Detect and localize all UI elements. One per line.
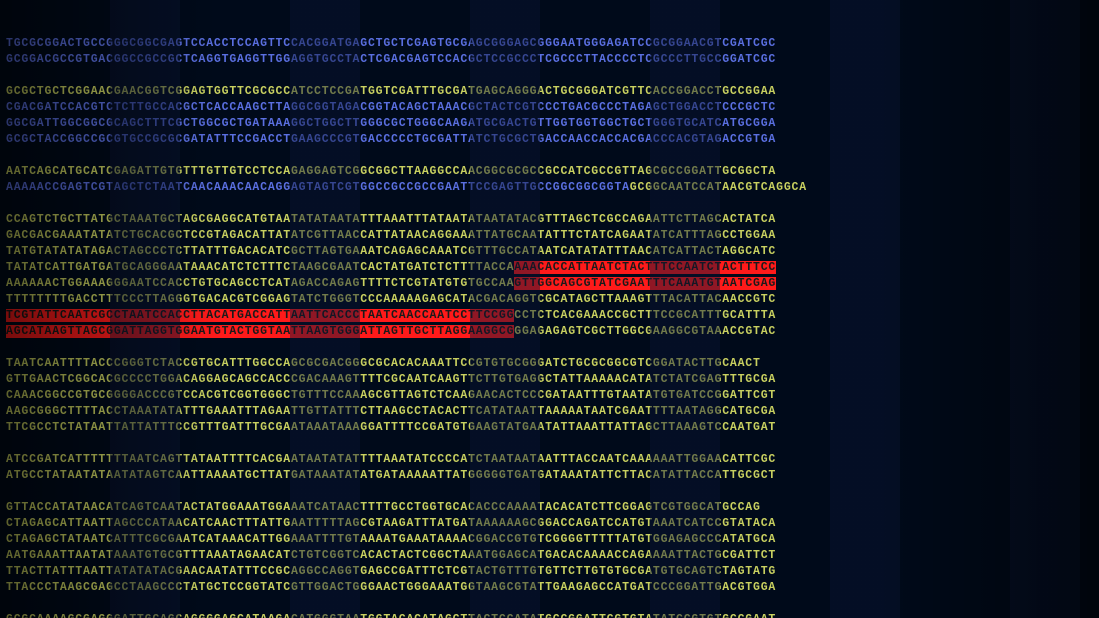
sequence-segment: CCTCTCACGAAACCGCTTTCCGCATTTGCATTTA bbox=[514, 309, 776, 322]
sequence-segment: AATCAGCATGCATCGAGATTGTGTTTGTTGTCCTCCAGAG… bbox=[6, 165, 776, 178]
sequence-segment: GCGCAAAAGCGAGGGATTGCAGCAGGGGAGCATAAGACAT… bbox=[6, 613, 776, 618]
sequence-row: TATATCATTGATGATGCAGGGAATAAACATCTCTTTCTAA… bbox=[6, 260, 1093, 276]
sequence-segment bbox=[6, 437, 14, 450]
sequence-row: GCGCAAAAGCGAGGGATTGCAGCAGGGGAGCATAAGACAT… bbox=[6, 612, 1093, 618]
sequence-row: AGCATAAGTTAGCGGATTAGGTGGAATGTACTGGTAATTA… bbox=[6, 324, 1093, 340]
sequence-segment: AAAAAACTGGAAAGGGAATCCACCTGTGCAGCCTCATAGA… bbox=[6, 277, 514, 290]
sequence-segment: TCGTATTCAATCGCCTAATCCACCTTACATGACCATTAAT… bbox=[6, 309, 514, 322]
sequence-row: GGCGATTGGCGGCGCAGCTTTCGCTGGCGCTGATAAAGGC… bbox=[6, 116, 1093, 132]
sequence-row bbox=[6, 596, 1093, 612]
sequence-segment: GCGGCAATCCATAACGTCAGGCA bbox=[630, 181, 807, 194]
sequence-row: GCGGACGCCGTGACGGCCGCCGCTCAGGTGAGGTTGGAGG… bbox=[6, 52, 1093, 68]
sequence-segment: AAGCGGGCTTTTACCTAAATATATTTGAAATTTAGAATTG… bbox=[6, 405, 776, 418]
sequence-row bbox=[6, 196, 1093, 212]
sequence-segment: ATCCGATCATTTTTTTAATCAGTTATAATTTTCACGAATA… bbox=[6, 453, 776, 466]
sequence-row bbox=[6, 148, 1093, 164]
sequence-row: TCGTATTCAATCGCCTAATCCACCTTACATGACCATTAAT… bbox=[6, 308, 1093, 324]
sequence-segment: TTCGCCTCTATAATTATTATTTCCGTTTGATTTGCGAATA… bbox=[6, 421, 776, 434]
sequence-row: AAAAAACTGGAAAGGGAATCCACCTGTGCAGCCTCATAGA… bbox=[6, 276, 1093, 292]
sequence-segment: TTACTTATTTAATTATATATACGAACAATATTTCCGCAGG… bbox=[6, 565, 776, 578]
sequence-row: CCAGTCTGCTTATGCTAAATGCTAGCGAGGCATGTAATAT… bbox=[6, 212, 1093, 228]
sequence-row: GCGCTGCTCGGAACGAACGGTCGGAGTGGTTCGCGCCATC… bbox=[6, 84, 1093, 100]
sequence-viewer: TGCGCGGACTGCCGGGCGGCGAGTCCACCTCCAGTTCCAC… bbox=[0, 0, 1099, 618]
sequence-segment: TATGTATATATAGACTAGCCCTCTTATTTGACACATCGCT… bbox=[6, 245, 776, 258]
sequence-row: ATGCCTATAATATAATATAGTCAATTAAAATGCTTATGAT… bbox=[6, 468, 1093, 484]
sequence-row bbox=[6, 436, 1093, 452]
sequence-segment: AAACACCATTAATCTACTTTCCAATCTACTTTCC bbox=[514, 261, 776, 274]
sequence-row: GACGACGAAATATATCTGCACGCTCCGTAGACATTATATC… bbox=[6, 228, 1093, 244]
sequence-row: TTTTTTTTGACCTTTCCCTTAGGGTGACACGTCGGAGTAT… bbox=[6, 292, 1093, 308]
sequence-row: TAATCAATTTTACCCGGGTCTACCGTGCATTTGGCCAGCG… bbox=[6, 356, 1093, 372]
sequence-row: CAAACGGCCGTGCGGGGACCCGTCCACGTCGGTGGGCTGT… bbox=[6, 388, 1093, 404]
sequence-segment: CAAACGGCCGTGCGGGGACCCGTCCACGTCGGTGGGCTGT… bbox=[6, 389, 776, 402]
sequence-row bbox=[6, 484, 1093, 500]
sequence-segment: TATATCATTGATGATGCAGGGAATAAACATCTCTTTCTAA… bbox=[6, 261, 514, 274]
sequence-segment: GCGCTACCGGCCGCGTGCCGCGCGATATTTCCGACCTGAA… bbox=[6, 133, 776, 146]
sequence-row: GTTACCATATAACATCAGTCAATACTATGGAAATGGAAAT… bbox=[6, 500, 1093, 516]
sequence-row: TGCGCGGACTGCCGGGCGGCGAGTCCACCTCCAGTTCCAC… bbox=[6, 36, 1093, 52]
sequence-row: CTAGAGCATTAATTAGCCCATAACATCAACTTTATTGAAT… bbox=[6, 516, 1093, 532]
sequence-segment: ATGCCTATAATATAATATAGTCAATTAAAATGCTTATGAT… bbox=[6, 469, 776, 482]
sequence-row: TTACCCTAAGCGAGCCTAAGCCCTATGCTCCGGTATCGTT… bbox=[6, 580, 1093, 596]
sequence-segment: GCGCTGCTCGGAACGAACGGTCGGAGTGGTTCGCGCCATC… bbox=[6, 85, 776, 98]
sequence-row: AATGAAATTAATATAAATGTGCGTTTAAATAGAACATCTG… bbox=[6, 548, 1093, 564]
sequence-row: GCGCTACCGGCCGCGTGCCGCGCGATATTTCCGACCTGAA… bbox=[6, 132, 1093, 148]
sequence-segment: CTAGAGCTATAATCATTTCGCGAATCATAAACATTGGAAA… bbox=[6, 533, 776, 546]
sequence-segment: GTTGGCAGCGTATCGAATTTCAAATGTAATCGAG bbox=[514, 277, 776, 290]
sequence-segment: CTAGAGCATTAATTAGCCCATAACATCAACTTTATTGAAT… bbox=[6, 517, 776, 530]
sequence-segment: CCAGTCTGCTTATGCTAAATGCTAGCGAGGCATGTAATAT… bbox=[6, 213, 776, 226]
sequence-segment: TTACCCTAAGCGAGCCTAAGCCCTATGCTCCGGTATCGTT… bbox=[6, 581, 776, 594]
sequence-row: AAGCGGGCTTTTACCTAAATATATTTGAAATTTAGAATTG… bbox=[6, 404, 1093, 420]
sequence-segment: TGCGCGGACTGCCGGGCGGCGAGTCCACCTCCAGTTCCAC… bbox=[6, 37, 776, 50]
sequence-row: TATGTATATATAGACTAGCCCTCTTATTTGACACATCGCT… bbox=[6, 244, 1093, 260]
sequence-row: CTAGAGCTATAATCATTTCGCGAATCATAAACATTGGAAA… bbox=[6, 532, 1093, 548]
sequence-segment bbox=[6, 69, 14, 82]
sequence-segment: TAATCAATTTTACCCGGGTCTACCGTGCATTTGGCCAGCG… bbox=[6, 357, 761, 370]
sequence-row bbox=[6, 340, 1093, 356]
sequence-row: AATCAGCATGCATCGAGATTGTGTTTGTTGTCCTCCAGAG… bbox=[6, 164, 1093, 180]
sequence-segment: GTTACCATATAACATCAGTCAATACTATGGAAATGGAAAT… bbox=[6, 501, 761, 514]
sequence-row: AAAAACCGAGTCGTAGCTCTAATCAACAAACAACAGGAGT… bbox=[6, 180, 1093, 196]
sequence-segment: CGACGATCCACGTCTCTTGCCACGCTCACCAAGCTTAGGC… bbox=[6, 101, 776, 114]
sequence-segment bbox=[6, 485, 14, 498]
sequence-segment bbox=[6, 149, 14, 162]
sequence-segment: GGAGAGAGTCGCTTGGCGAAGGCGTAAACCGTAC bbox=[514, 325, 776, 338]
sequence-row: TTACTTATTTAATTATATATACGAACAATATTTCCGCAGG… bbox=[6, 564, 1093, 580]
sequence-segment bbox=[6, 197, 14, 210]
sequence-row: ATCCGATCATTTTTTTAATCAGTTATAATTTTCACGAATA… bbox=[6, 452, 1093, 468]
sequence-segment bbox=[6, 341, 14, 354]
sequence-row bbox=[6, 68, 1093, 84]
sequence-row: CGACGATCCACGTCTCTTGCCACGCTCACCAAGCTTAGGC… bbox=[6, 100, 1093, 116]
sequence-segment: AAAAACCGAGTCGTAGCTCTAATCAACAAACAACAGGAGT… bbox=[6, 181, 630, 194]
sequence-segment: TTTTTTTTGACCTTTCCCTTAGGGTGACACGTCGGAGTAT… bbox=[6, 293, 776, 306]
sequence-segment: GCGGACGCCGTGACGGCCGCCGCTCAGGTGAGGTTGGAGG… bbox=[6, 53, 776, 66]
sequence-row: GTTGAACTCGGCACGCCCCTGGACAGGAGCAGCCACCCGA… bbox=[6, 372, 1093, 388]
sequence-segment: GGCGATTGGCGGCGCAGCTTTCGCTGGCGCTGATAAAGGC… bbox=[6, 117, 776, 130]
sequence-segment: AATGAAATTAATATAAATGTGCGTTTAAATAGAACATCTG… bbox=[6, 549, 776, 562]
sequence-segment: GTTGAACTCGGCACGCCCCTGGACAGGAGCAGCCACCCGA… bbox=[6, 373, 776, 386]
sequence-segment: AGCATAAGTTAGCGGATTAGGTGGAATGTACTGGTAATTA… bbox=[6, 325, 514, 338]
sequence-row: TTCGCCTCTATAATTATTATTTCCGTTTGATTTGCGAATA… bbox=[6, 420, 1093, 436]
sequence-segment bbox=[6, 597, 14, 610]
sequence-rows: TGCGCGGACTGCCGGGCGGCGAGTCCACCTCCAGTTCCAC… bbox=[6, 36, 1093, 618]
sequence-segment: GACGACGAAATATATCTGCACGCTCCGTAGACATTATATC… bbox=[6, 229, 776, 242]
